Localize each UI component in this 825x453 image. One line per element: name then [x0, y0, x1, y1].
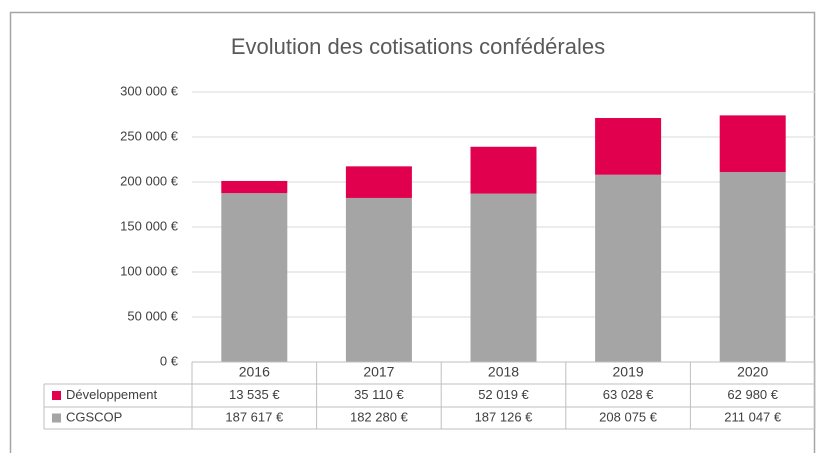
x-tick-label: 2017	[363, 364, 394, 380]
data-label: 208 075 €	[599, 409, 658, 424]
x-tick-label: 2019	[613, 364, 644, 380]
data-label: 62 980 €	[727, 387, 778, 402]
data-label: 52 019 €	[478, 387, 529, 402]
x-tick-label: 2020	[737, 364, 768, 380]
data-label: 13 535 €	[229, 387, 280, 402]
bar-segment	[719, 115, 786, 173]
bar-segment	[221, 193, 288, 362]
legend-label: CGSCOP	[66, 409, 122, 424]
bar-segment	[221, 180, 288, 194]
bar-segment	[470, 146, 537, 194]
bar-segment	[719, 172, 786, 362]
bar-segment	[595, 118, 662, 175]
chart-border	[9, 11, 816, 453]
y-tick-label: 100 000 €	[120, 263, 179, 278]
bar-segment	[345, 197, 412, 362]
data-label: 187 126 €	[475, 409, 534, 424]
data-label: 182 280 €	[350, 409, 409, 424]
bar-segment	[345, 166, 412, 198]
data-label: 35 110 €	[354, 387, 404, 402]
y-tick-label: 200 000 €	[120, 173, 179, 188]
y-tick-label: 250 000 €	[120, 128, 179, 143]
y-tick-label: 0 €	[160, 353, 179, 368]
data-label: 211 047 €	[724, 409, 782, 424]
y-tick-label: 50 000 €	[127, 308, 178, 323]
data-label: 187 617 €	[225, 409, 284, 424]
legend-label: Développement	[66, 387, 157, 402]
data-label: 63 028 €	[603, 387, 654, 402]
y-tick-label: 150 000 €	[120, 218, 179, 233]
y-tick-label: 300 000 €	[120, 83, 179, 98]
bar-segment	[470, 193, 537, 362]
chart-title: Evolution des cotisations confédérales	[231, 34, 605, 59]
legend-swatch	[52, 413, 61, 423]
x-tick-label: 2018	[488, 364, 519, 380]
legend-swatch	[52, 391, 61, 400]
bar-segment	[595, 174, 662, 362]
x-tick-label: 2016	[239, 364, 270, 380]
